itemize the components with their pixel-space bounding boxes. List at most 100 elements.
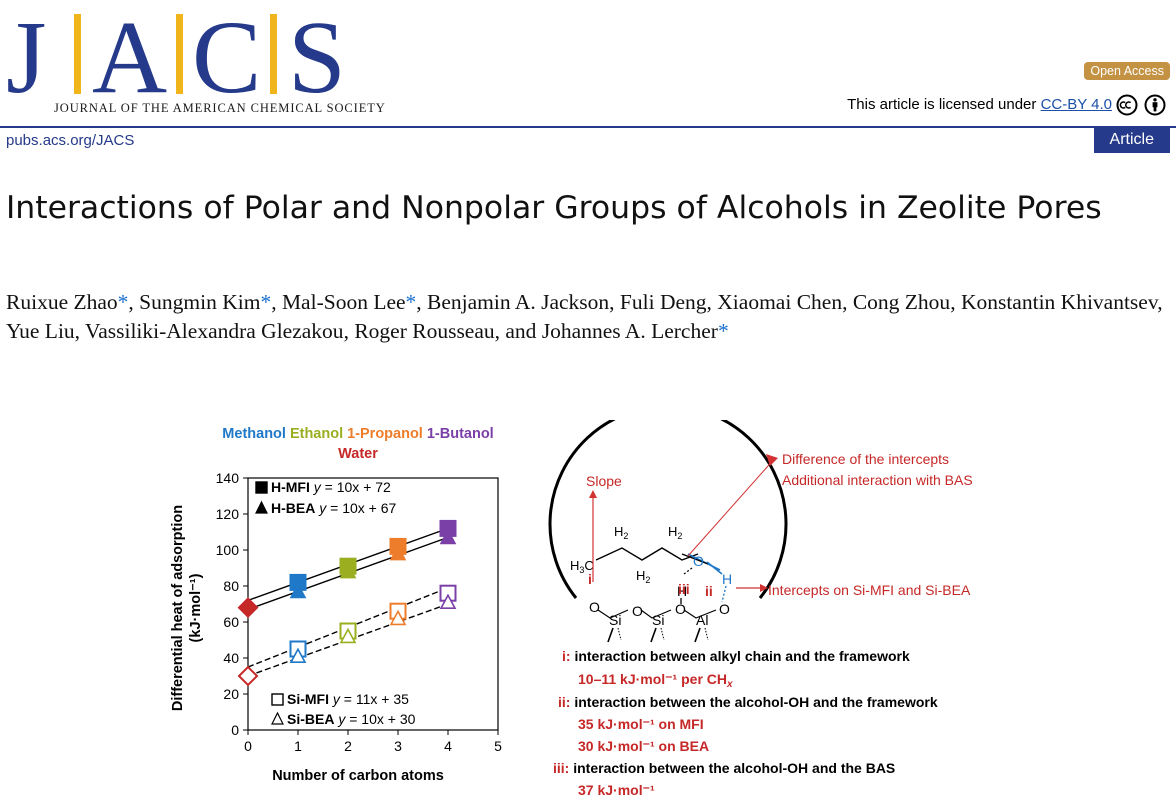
note-ii-value-mfi: 35 kJ·mol⁻¹ on MFI bbox=[578, 716, 704, 732]
site-link[interactable]: pubs.acs.org/JACS bbox=[6, 132, 135, 149]
data-point bbox=[439, 528, 457, 545]
note-iii-value: 37 kJ·mol⁻¹ bbox=[578, 782, 655, 796]
data-point bbox=[389, 544, 407, 561]
note-i: i: interaction between alkyl chain and t… bbox=[562, 648, 910, 664]
author-name[interactable]: Fuli Deng bbox=[619, 290, 707, 314]
corresponding-author-mark[interactable]: * bbox=[717, 319, 729, 343]
y-axis-unit: (kJ·mol⁻¹) bbox=[188, 573, 204, 642]
x-tick-label: 3 bbox=[394, 738, 402, 754]
author-list: Ruixue Zhao*, Sungmin Kim*, Mal-Soon Lee… bbox=[6, 290, 1163, 343]
logo-letter-a: A bbox=[92, 0, 168, 115]
ch2-label-2: H2 bbox=[636, 568, 650, 585]
data-point bbox=[439, 593, 457, 609]
slope-label: Slope bbox=[586, 473, 622, 489]
heat-of-adsorption-chart: 0 1 2 3 4 5 0 20 40 60 80 100 120 140 H-MFI y = 10x + … bbox=[216, 470, 502, 754]
note-i-value: 10–11 kJ·mol⁻¹ per CHx bbox=[578, 671, 733, 690]
y-tick-label: 40 bbox=[223, 650, 239, 666]
corresponding-author-mark[interactable]: * bbox=[260, 290, 272, 314]
note-ii-value-bea: 30 kJ·mol⁻¹ on BEA bbox=[578, 738, 709, 754]
y-tick-label: 60 bbox=[223, 614, 239, 630]
creative-commons-icon bbox=[1116, 94, 1138, 116]
author-conjunction: and bbox=[505, 319, 542, 343]
hydroxyl-oxygen: O bbox=[693, 553, 704, 569]
logo-letter-s: S bbox=[288, 0, 346, 115]
x-tick-label: 0 bbox=[244, 738, 252, 754]
x-tick-label: 1 bbox=[294, 738, 302, 754]
logo-divider bbox=[270, 14, 277, 94]
paper-title: Interactions of Polar and Nonpolar Group… bbox=[6, 190, 1102, 226]
alkyl-chain bbox=[595, 547, 699, 561]
pore-wall bbox=[548, 420, 788, 599]
framework-oxygen-2: O bbox=[632, 603, 643, 619]
author-name[interactable]: Vassiliki-Alexandra Glezakou bbox=[85, 319, 344, 343]
framework-oxygen-3: O bbox=[675, 601, 686, 617]
legend-marker bbox=[255, 481, 268, 494]
zeolite-pore-scheme: H3C H2 H2 H2 O H H O O O O Si Si Al Slop… bbox=[548, 420, 973, 796]
legend-marker bbox=[255, 500, 268, 514]
bas-hydrogen: H bbox=[677, 583, 687, 599]
logo-divider bbox=[176, 14, 183, 94]
attribution-icon bbox=[1144, 94, 1166, 116]
aluminium: Al bbox=[696, 612, 708, 628]
author-name[interactable]: Konstantin Khivantsev bbox=[960, 290, 1158, 314]
intercepts-label: Intercepts on Si-MFI and Si-BEA bbox=[768, 582, 971, 598]
legend-entry: Si-MFI y = 11x + 35 bbox=[287, 691, 409, 707]
note-ii: ii: interaction between the alcohol-OH a… bbox=[558, 694, 938, 710]
author-name[interactable]: Yue Liu bbox=[6, 319, 75, 343]
methyl-group: H3C bbox=[570, 558, 594, 575]
label-i: i bbox=[588, 571, 592, 587]
toc-graphic: Methanol Ethanol 1-Propanol 1-Butanol Water… bbox=[170, 420, 973, 796]
author-name[interactable]: Cong Zhou bbox=[852, 290, 951, 314]
legend-methanol: Methanol bbox=[222, 426, 286, 442]
data-point bbox=[237, 597, 259, 619]
y-tick-label: 140 bbox=[216, 470, 240, 486]
author-name[interactable]: Benjamin A. Jackson bbox=[427, 290, 610, 314]
journal-logo: J A C S JOURNAL OF THE AMERICAN CHEMICAL… bbox=[6, 4, 386, 120]
compound-legend: Methanol Ethanol 1-Propanol 1-Butanol bbox=[222, 426, 493, 442]
author-name[interactable]: Johannes A. Lercher bbox=[541, 319, 718, 343]
y-tick-label: 100 bbox=[216, 542, 240, 558]
silicon-1: Si bbox=[609, 612, 621, 628]
y-tick-label: 20 bbox=[223, 686, 239, 702]
data-point bbox=[237, 665, 259, 687]
framework-oxygen-4: O bbox=[719, 601, 730, 617]
y-tick-label: 120 bbox=[216, 506, 240, 522]
legend-marker bbox=[271, 693, 284, 706]
license-notice: This article is licensed under CC-BY 4.0 bbox=[847, 96, 1112, 113]
author-name[interactable]: Mal-Soon Lee bbox=[281, 290, 406, 314]
y-axis-label: Differential heat of adsorption bbox=[170, 505, 186, 711]
header-rule bbox=[0, 126, 1176, 128]
x-axis-label: Number of carbon atoms bbox=[272, 768, 444, 784]
logo-divider bbox=[74, 14, 81, 94]
framework-oxygen-1: O bbox=[589, 599, 600, 615]
author-name[interactable]: Roger Rousseau bbox=[354, 319, 495, 343]
legend-water: Water bbox=[338, 446, 378, 462]
cc-by-icons bbox=[1116, 94, 1166, 116]
o-h-bond bbox=[706, 561, 723, 575]
x-tick-label: 2 bbox=[344, 738, 352, 754]
data-point bbox=[289, 582, 307, 599]
corresponding-author-mark[interactable]: * bbox=[405, 290, 417, 314]
legend-ethanol: Ethanol bbox=[290, 426, 343, 442]
author-name[interactable]: Ruixue Zhao bbox=[6, 290, 118, 314]
y-tick-label: 0 bbox=[231, 722, 239, 738]
data-point bbox=[389, 609, 407, 626]
license-link[interactable]: CC-BY 4.0 bbox=[1040, 96, 1112, 113]
legend-entry: H-BEA y = 10x + 67 bbox=[271, 500, 397, 516]
legend-entry: H-MFI y = 10x + 72 bbox=[271, 479, 391, 495]
ch2-label-1: H2 bbox=[614, 524, 628, 541]
legend-propanol: 1-Propanol bbox=[347, 426, 423, 442]
note-iii: iii: interaction between the alcohol-OH … bbox=[553, 760, 895, 776]
author-name[interactable]: Sungmin Kim bbox=[139, 290, 261, 314]
data-point bbox=[339, 562, 357, 579]
additional-interaction-label: Additional interaction with BAS bbox=[782, 472, 973, 488]
x-tick-label: 5 bbox=[494, 738, 502, 754]
author-name[interactable]: Xiaomai Chen bbox=[717, 290, 843, 314]
silicon-2: Si bbox=[652, 612, 664, 628]
corresponding-author-mark[interactable]: * bbox=[117, 290, 129, 314]
label-iii: iii bbox=[678, 581, 690, 597]
ch2-label-3: H2 bbox=[668, 524, 682, 541]
hydroxyl-hydrogen: H bbox=[722, 571, 732, 587]
legend-butanol: 1-Butanol bbox=[427, 426, 494, 442]
legend-entry: Si-BEA y = 10x + 30 bbox=[287, 711, 416, 727]
